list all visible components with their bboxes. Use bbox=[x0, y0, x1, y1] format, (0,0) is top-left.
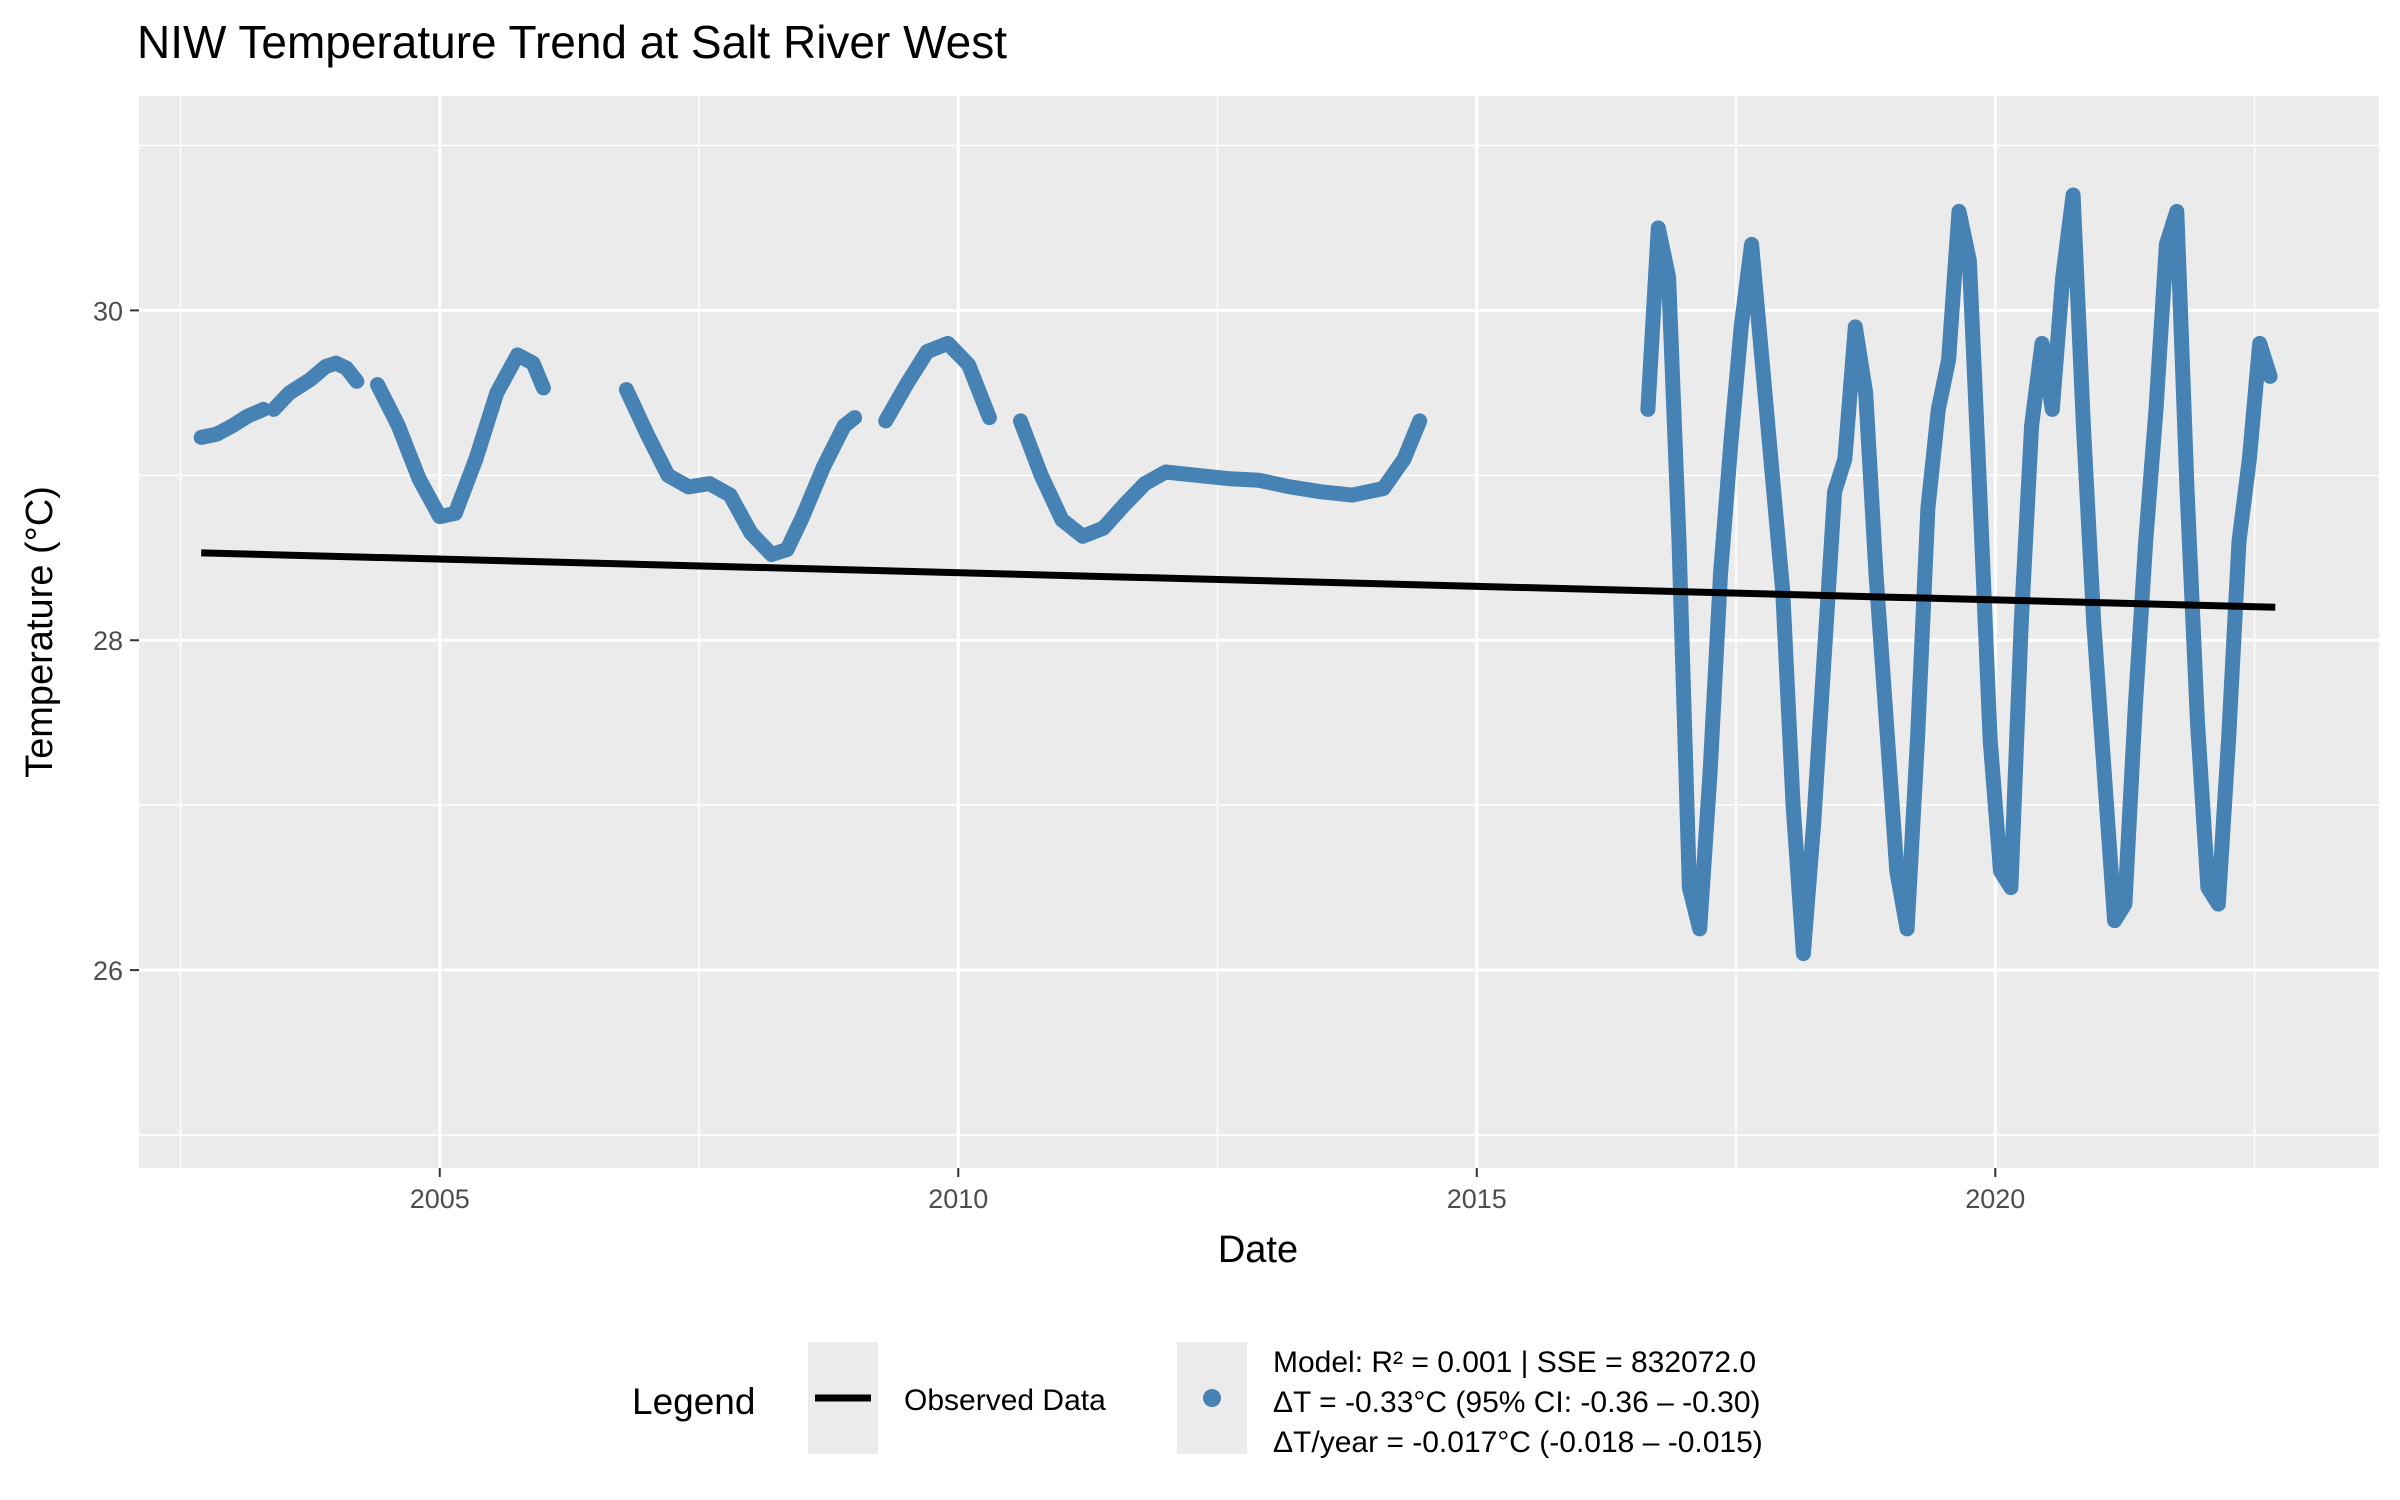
legend-entry-delta-t: ΔT = -0.33°C (95% CI: -0.36 – -0.30) bbox=[1273, 1386, 1761, 1419]
observed-segment-4 bbox=[878, 335, 997, 429]
y-axis-ticks: 26 28 30 bbox=[93, 296, 139, 986]
y-tick-label-1: 28 bbox=[93, 626, 123, 656]
legend: Legend Observed Data Model: R² = 0.001 |… bbox=[632, 1342, 1763, 1459]
plot-panel bbox=[139, 96, 2379, 1168]
legend-key-point bbox=[1203, 1389, 1221, 1407]
x-tick-label-1: 2010 bbox=[928, 1184, 988, 1214]
legend-entry-observed: Observed Data bbox=[904, 1384, 1106, 1417]
x-axis-title: Date bbox=[1218, 1229, 1298, 1271]
legend-title: Legend bbox=[632, 1381, 755, 1422]
observed-segment-3 bbox=[618, 382, 863, 562]
grid-minor bbox=[139, 96, 2379, 1168]
y-axis-title: Temperature (°C) bbox=[19, 486, 61, 778]
x-tick-label-0: 2005 bbox=[410, 1184, 470, 1214]
observed-segment-6 bbox=[1640, 187, 2278, 962]
observed-segment-0 bbox=[193, 401, 271, 445]
observed-segment-5 bbox=[1013, 413, 1428, 544]
legend-entry-delta-t-year: ΔT/year = -0.017°C (-0.018 – -0.015) bbox=[1273, 1426, 1763, 1459]
observed-segment-2 bbox=[370, 347, 551, 525]
y-tick-label-2: 30 bbox=[93, 296, 123, 326]
x-tick-label-2: 2015 bbox=[1447, 1184, 1507, 1214]
observed-data-series bbox=[193, 187, 2278, 962]
trend-line bbox=[201, 549, 2276, 611]
x-tick-label-3: 2020 bbox=[1965, 1184, 2025, 1214]
observed-segment-1 bbox=[266, 355, 365, 417]
y-tick-label-0: 26 bbox=[93, 956, 123, 986]
chart-title: NIW Temperature Trend at Salt River West bbox=[137, 16, 1007, 68]
grid-major bbox=[139, 96, 2379, 1168]
x-axis-ticks: 2005 2010 2015 2020 bbox=[410, 1168, 2025, 1214]
legend-entry-model: Model: R² = 0.001 | SSE = 832072.0 bbox=[1273, 1346, 1756, 1379]
